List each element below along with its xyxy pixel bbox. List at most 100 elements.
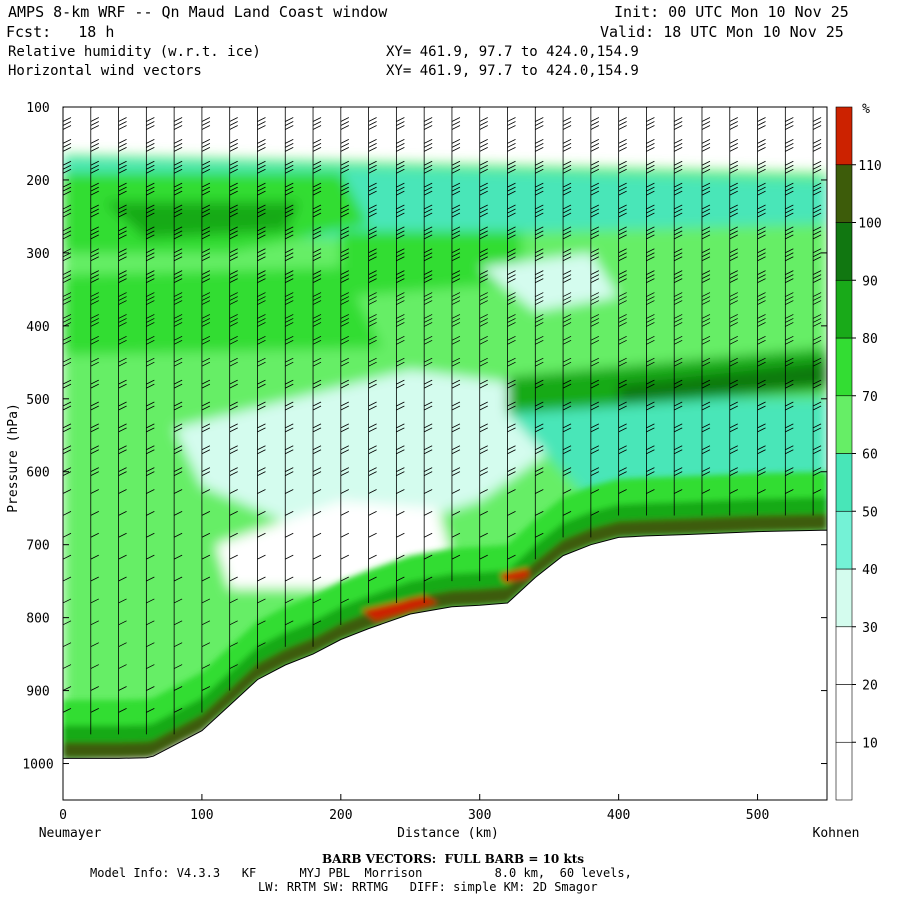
barb-flag [146,401,155,407]
barb-flag [562,405,572,411]
wind-barb [757,489,766,516]
barb-flag [757,234,766,240]
barb-flag [674,204,683,210]
barb-flag [646,471,655,476]
barb-flag [146,256,155,262]
barb-flag [90,182,99,188]
barb-flag [423,489,433,494]
barb-flag [619,100,627,104]
barb-flag [118,449,127,455]
barb-flag [173,230,183,236]
wind-barb [618,423,627,450]
barb-flag [146,427,155,433]
barb-flag [757,401,766,407]
barb-flag [285,139,294,144]
barb-flag [618,168,627,174]
barb-flag [618,125,627,130]
wind-barb [63,489,72,516]
barb-flag [674,125,683,130]
barb-flag [368,489,377,494]
barb-flag [757,248,766,254]
barb-flag [562,143,572,148]
barb-flag [201,147,211,152]
barb-flag [63,401,72,407]
barb-flag [340,357,349,363]
wind-barb [118,511,127,538]
barb-flag [674,423,683,429]
barb-flag [508,100,516,104]
barb-flag [63,234,72,240]
barb-flag [479,318,488,323]
wind-barb [90,554,99,582]
wind-barb [229,576,238,604]
barb-flag [90,226,99,232]
wind-barb [340,489,349,516]
barb-flag [257,100,265,104]
barb-flag [618,357,627,363]
wind-barb [340,204,349,232]
barb-flag [63,100,71,104]
barb-flag [507,427,516,433]
barb-flag [479,467,488,472]
wind-barb [423,401,433,428]
colorbar-label: 40 [862,563,878,578]
barb-flag [590,445,600,451]
barb-flag [423,139,433,144]
wind-barb [63,423,72,450]
wind-barb [118,335,127,363]
wind-barb [229,357,238,385]
barb-flag [479,449,488,455]
barb-flag [535,139,544,144]
barb-flag [396,532,405,538]
barb-flag [285,96,293,100]
barb-flag [785,230,794,236]
barb-flag [257,314,266,319]
barb-flag [201,318,211,323]
barb-flag [146,204,155,210]
barb-flag [757,423,766,429]
barb-flag [451,401,461,407]
barb-flag [257,576,266,582]
barb-flag [368,278,377,284]
barb-flag [729,160,738,166]
barb-flag [729,296,738,301]
wind-barb [562,107,566,122]
wind-barb [534,401,544,428]
wind-barb [507,182,516,210]
wind-barb [368,335,377,363]
wind-barb [673,292,683,319]
barb-flag [479,357,488,363]
barb-flag [646,449,655,455]
wind-barb [90,248,99,275]
wind-barb [646,292,655,319]
barb-flag [535,361,544,367]
barb-flag [201,449,211,455]
barb-flag [562,471,572,476]
barb-flag [451,204,461,210]
wind-barb [646,314,655,341]
barb-flag [535,296,544,301]
barb-flag [63,620,72,626]
barb-flag [312,339,322,345]
barb-flag [146,379,155,385]
barb-flag [618,208,627,214]
barb-flag [63,357,72,363]
wind-barb [284,598,294,625]
barb-flag [618,467,627,472]
barb-flag [729,234,738,240]
barb-flag [562,164,572,170]
barb-flag [396,125,405,130]
barb-flag [340,296,349,301]
barb-flag [118,489,127,494]
barb-flag [423,292,433,297]
colorbar-label: 10 [862,736,878,751]
barb-flag [368,467,377,472]
barb-flag [701,143,711,148]
wind-barb [173,445,183,472]
barb-flag [674,278,683,284]
wind-barb [340,248,349,275]
barb-flag [146,467,155,472]
barb-flag [423,532,433,538]
barb-flag [368,471,377,476]
wind-barb [284,511,294,538]
